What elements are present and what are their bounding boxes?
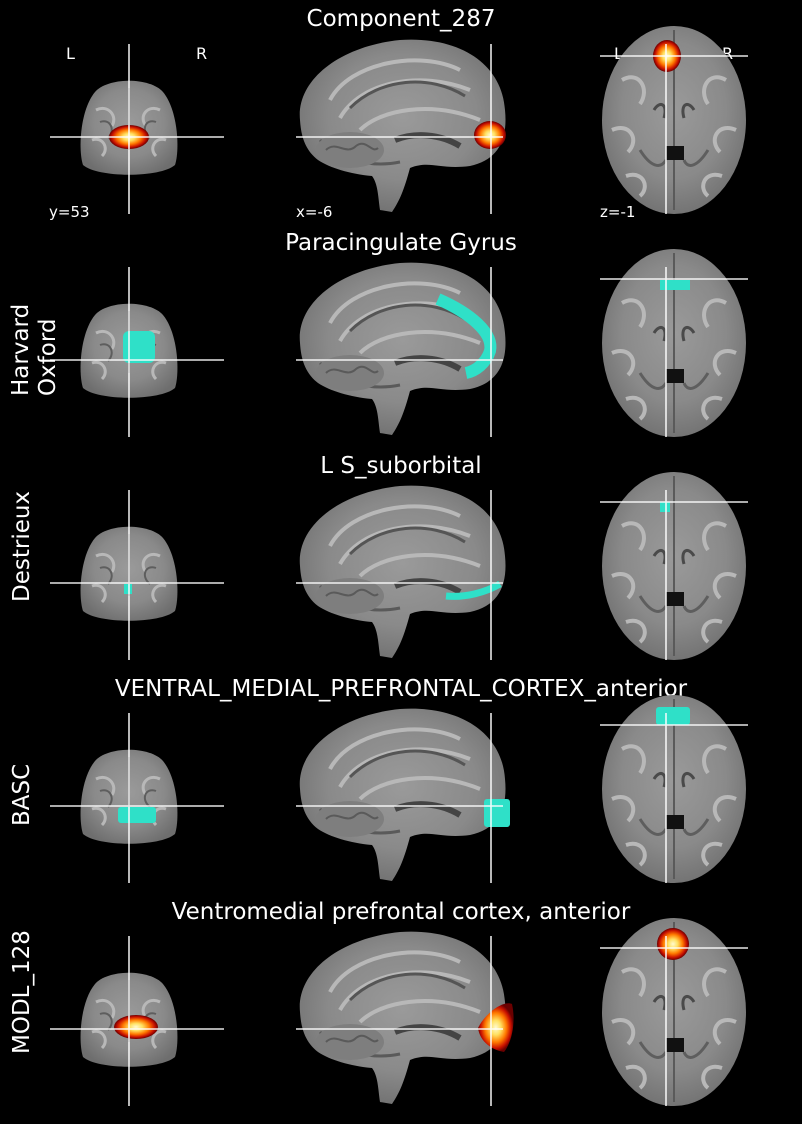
overlay-axial-4 <box>656 707 690 725</box>
overlay-sagittal-2 <box>435 293 497 379</box>
row-title-2: Paracingulate Gyrus <box>285 230 517 256</box>
coord-axial: z=-1 <box>600 203 636 221</box>
row-2-views <box>50 247 748 439</box>
orient-left-axial: L <box>614 44 623 63</box>
orient-right-axial: R <box>722 44 734 63</box>
crosshairs-3 <box>50 490 748 660</box>
heat-blob-sagittal-5 <box>478 1003 514 1052</box>
orient-right-coronal: R <box>196 44 208 63</box>
sagittal-slice-3 <box>300 486 506 658</box>
row-5-views <box>50 916 748 1108</box>
coord-sagittal: x=-6 <box>296 203 333 221</box>
coord-coronal: y=53 <box>49 203 90 221</box>
overlay-coronal-2 <box>123 331 155 363</box>
row-3-views <box>50 470 748 662</box>
crosshairs-4 <box>50 713 748 883</box>
axial-slice-2 <box>600 247 748 439</box>
overlay-coronal-4 <box>118 807 156 823</box>
row-title-3: L S_suborbital <box>320 453 482 479</box>
sagittal-slice-5 <box>300 932 506 1104</box>
orient-left-coronal: L <box>66 44 75 63</box>
heat-blob-axial-5 <box>657 928 689 960</box>
sagittal-slice-4 <box>300 709 506 881</box>
axial-slice-3 <box>600 470 748 662</box>
crosshairs-5 <box>50 936 748 1106</box>
row-title-4: VENTRAL_MEDIAL_PREFRONTAL_CORTEX_anterio… <box>114 676 688 702</box>
crosshairs-1 <box>50 44 748 214</box>
sagittal-slice-1 <box>300 40 506 212</box>
row-4-views <box>50 693 748 885</box>
overlay-axial-3 <box>660 502 670 512</box>
overlay-sagittal-3 <box>445 580 502 600</box>
heat-blob-sagittal-1 <box>474 121 506 149</box>
row-1-views <box>50 24 748 216</box>
heat-blob-coronal-5 <box>114 1015 158 1039</box>
sagittal-slice-2 <box>300 263 506 435</box>
overlay-sagittal-4 <box>484 799 510 827</box>
overlay-axial-2 <box>660 280 690 290</box>
overlay-coronal-3 <box>124 584 132 594</box>
row-title-5: Ventromedial prefrontal cortex, anterior <box>171 899 631 925</box>
row-title-1: Component_287 <box>306 6 496 32</box>
crosshairs-2 <box>50 267 748 437</box>
